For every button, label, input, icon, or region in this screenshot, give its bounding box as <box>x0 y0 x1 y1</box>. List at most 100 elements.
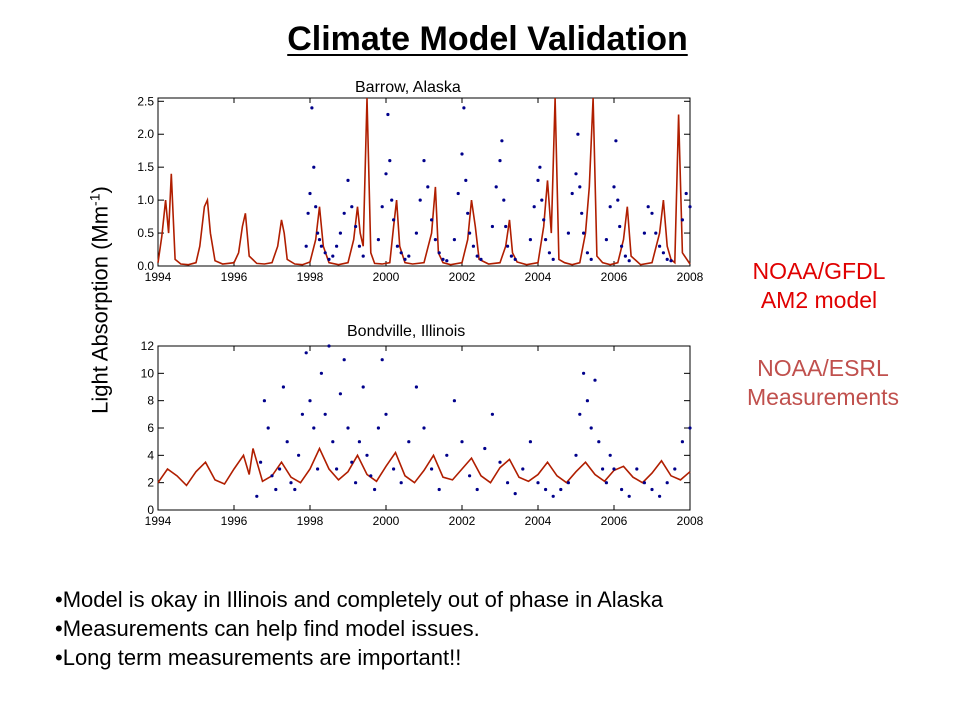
measurement-point <box>319 244 323 248</box>
measurement-point <box>464 178 468 182</box>
measurement-point <box>623 254 628 258</box>
measurement-point <box>399 481 403 485</box>
x-tick-label: 2004 <box>525 514 552 528</box>
measurement-point <box>475 254 479 258</box>
measurement-point <box>392 467 396 471</box>
x-tick-label: 2006 <box>601 270 628 284</box>
measurement-point <box>578 412 582 416</box>
legend-measurement-line1: NOAA/ESRL <box>757 355 889 381</box>
measurement-point <box>500 139 504 143</box>
measurement-point <box>547 251 552 255</box>
y-tick-label: 6 <box>147 421 154 435</box>
measurement-point <box>338 392 342 396</box>
measurement-point <box>354 224 358 229</box>
x-tick-label: 1998 <box>297 514 324 528</box>
measurement-point <box>661 251 666 255</box>
measurement-point <box>498 159 502 163</box>
measurement-point <box>430 218 434 222</box>
measurement-point <box>479 257 483 261</box>
measurement-point <box>566 231 571 235</box>
measurement-point <box>437 251 441 255</box>
measurement-point <box>559 487 563 492</box>
y-tick-label: 0.0 <box>137 259 154 273</box>
measurement-point <box>327 257 331 261</box>
y-tick-label: 10 <box>141 366 155 380</box>
measurement-point <box>536 481 540 485</box>
measurement-point <box>532 205 536 209</box>
x-tick-label: 2004 <box>525 270 552 284</box>
measurement-point <box>506 244 510 248</box>
measurement-point <box>361 254 365 258</box>
measurement-point <box>278 467 282 471</box>
measurement-point <box>538 165 542 169</box>
slide-title: Climate Model Validation <box>287 20 688 58</box>
measurement-point <box>346 426 350 430</box>
y-tick-label: 1.5 <box>137 160 154 174</box>
measurement-point <box>308 399 312 403</box>
measurement-point <box>259 460 263 464</box>
measurement-point <box>582 231 586 235</box>
measurement-point <box>570 191 574 196</box>
measurement-point <box>380 205 384 209</box>
measurement-point <box>285 440 289 444</box>
x-tick-label: 1998 <box>297 270 324 284</box>
y-tick-label: 4 <box>147 448 154 462</box>
measurement-point <box>274 487 278 492</box>
x-tick-label: 2008 <box>677 270 704 284</box>
measurement-point <box>422 159 426 163</box>
measurement-point <box>361 385 365 389</box>
measurement-point <box>513 257 517 261</box>
measurement-point <box>574 172 578 176</box>
chart-barrow: 1994 1996 1998 2000 2002 2004 2006 2008 0.0 0.5 1.… <box>137 94 703 284</box>
measurement-point <box>521 467 525 471</box>
x-tick-label: 2002 <box>449 514 476 528</box>
measurement-point <box>335 467 339 471</box>
measurement-point <box>384 412 388 416</box>
measurement-point <box>650 487 654 492</box>
model-series-line <box>157 446 691 487</box>
x-tick-label: 2008 <box>677 514 704 528</box>
measurement-point <box>422 426 426 430</box>
measurement-point <box>566 481 571 485</box>
measurement-point <box>498 460 502 464</box>
y-tick-label: 8 <box>147 394 154 408</box>
measurement-point <box>350 460 354 464</box>
measurement-point <box>646 205 650 209</box>
measurement-point <box>316 467 320 471</box>
measurement-point <box>658 244 662 248</box>
measurement-point <box>319 371 323 375</box>
measurement-point <box>395 244 399 248</box>
measurement-point <box>658 494 662 498</box>
measurement-point <box>314 205 318 209</box>
measurement-point <box>504 224 508 229</box>
measurement-point <box>338 231 342 235</box>
measurement-point <box>452 238 456 242</box>
measurement-point <box>642 481 647 485</box>
chart-title-barrow: Barrow, Alaska <box>355 79 461 96</box>
measurement-point <box>468 231 472 235</box>
measurement-point <box>460 152 464 156</box>
x-tick-label: 1994 <box>145 514 172 528</box>
measurement-point <box>380 358 384 362</box>
measurement-point <box>471 244 475 248</box>
legend-model-line1: NOAA/GFDL <box>752 258 886 284</box>
measurement-point <box>576 132 580 136</box>
measurement-point <box>388 159 392 163</box>
measurement-point <box>582 371 586 375</box>
measurement-point <box>407 440 411 444</box>
measurement-point <box>437 487 441 492</box>
measurement-point <box>506 481 510 485</box>
measurement-point <box>528 440 533 444</box>
measurement-point <box>688 426 692 430</box>
measurement-point <box>585 399 590 403</box>
measurement-point <box>365 453 369 457</box>
measurement-point <box>544 487 548 492</box>
measurement-point <box>593 378 597 382</box>
measurement-point <box>680 440 685 444</box>
measurement-point <box>509 254 513 258</box>
x-tick-label: 2002 <box>449 270 476 284</box>
measurement-point <box>642 231 647 235</box>
measurement-point <box>551 257 555 261</box>
measurement-point <box>414 385 418 389</box>
measurement-point <box>574 453 578 457</box>
